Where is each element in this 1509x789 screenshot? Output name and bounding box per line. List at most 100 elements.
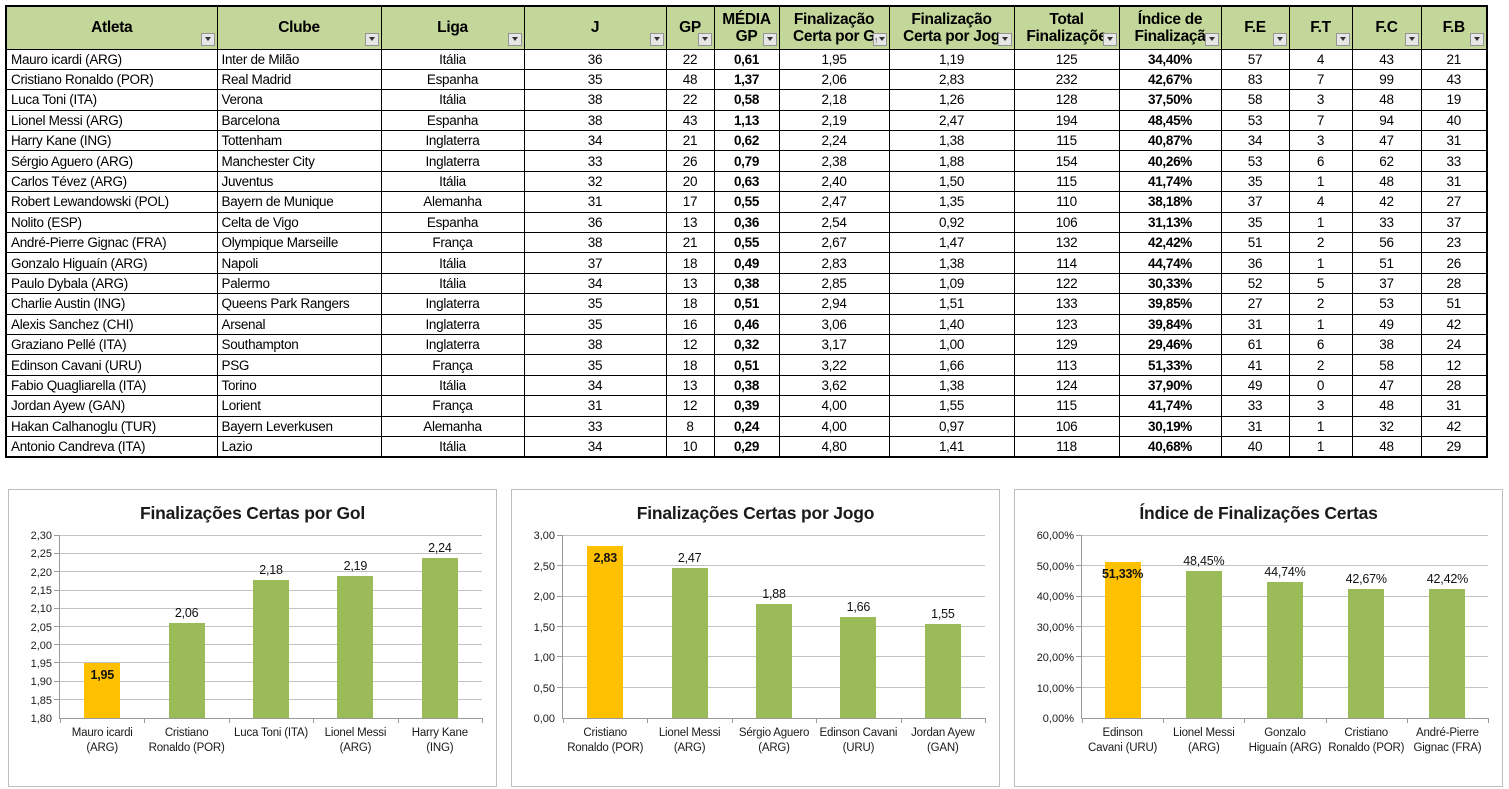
cell-atleta[interactable]: André-Pierre Gignac (FRA): [5, 232, 218, 254]
cell-ft[interactable]: 1: [1288, 170, 1353, 193]
cell-fe[interactable]: 41: [1220, 354, 1290, 376]
cell-fc[interactable]: 37: [1351, 272, 1422, 295]
cell-liga[interactable]: Alemanha: [380, 415, 525, 437]
bar[interactable]: 2,18: [253, 563, 290, 718]
cell-media-gp[interactable]: 0,32: [713, 333, 780, 356]
cell-liga[interactable]: Inglaterra: [380, 150, 525, 172]
cell-fb[interactable]: 42: [1420, 415, 1488, 437]
cell-j[interactable]: 34: [523, 374, 667, 397]
cell-fin-certa-gol[interactable]: 2,24: [778, 130, 890, 152]
cell-liga[interactable]: Itália: [380, 252, 525, 274]
cell-clube[interactable]: Manchester City: [216, 150, 382, 172]
cell-fin-certa-jogo[interactable]: 1,09: [888, 272, 1015, 295]
cell-fc[interactable]: 38: [1351, 333, 1422, 356]
cell-atleta[interactable]: Fabio Quagliarella (ITA): [5, 374, 218, 397]
cell-atleta[interactable]: Cristiano Ronaldo (POR): [5, 68, 218, 91]
cell-liga[interactable]: Espanha: [380, 68, 525, 91]
cell-j[interactable]: 34: [523, 130, 667, 152]
cell-clube[interactable]: Lazio: [216, 435, 382, 458]
cell-indice-fin[interactable]: 34,40%: [1118, 48, 1222, 70]
cell-fb[interactable]: 28: [1420, 374, 1488, 397]
cell-gp[interactable]: 21: [665, 130, 715, 152]
cell-ft[interactable]: 3: [1288, 395, 1353, 417]
cell-fc[interactable]: 33: [1351, 211, 1422, 234]
bar[interactable]: 51,33%: [1102, 562, 1143, 718]
cell-ft[interactable]: 1: [1288, 211, 1353, 234]
bar[interactable]: 2,83: [587, 546, 624, 718]
cell-fb[interactable]: 29: [1420, 435, 1488, 458]
cell-fe[interactable]: 40: [1220, 435, 1290, 458]
cell-fin-certa-jogo[interactable]: 1,50: [888, 170, 1015, 193]
cell-gp[interactable]: 43: [665, 109, 715, 132]
cell-fin-certa-gol[interactable]: 3,22: [778, 354, 890, 376]
cell-indice-fin[interactable]: 29,46%: [1118, 333, 1222, 356]
cell-atleta[interactable]: Antonio Candreva (ITA): [5, 435, 218, 458]
cell-indice-fin[interactable]: 42,67%: [1118, 68, 1222, 91]
cell-gp[interactable]: 18: [665, 354, 715, 376]
cell-ft[interactable]: 3: [1288, 89, 1353, 111]
cell-fin-certa-gol[interactable]: 2,94: [778, 293, 890, 315]
cell-clube[interactable]: Southampton: [216, 333, 382, 356]
cell-fin-certa-jogo[interactable]: 1,51: [888, 293, 1015, 315]
cell-total-fin[interactable]: 129: [1013, 333, 1120, 356]
cell-liga[interactable]: Inglaterra: [380, 293, 525, 315]
cell-total-fin[interactable]: 132: [1013, 232, 1120, 254]
cell-media-gp[interactable]: 0,29: [713, 435, 780, 458]
cell-clube[interactable]: Napoli: [216, 252, 382, 274]
cell-fin-certa-gol[interactable]: 4,00: [778, 395, 890, 417]
cell-media-gp[interactable]: 0,51: [713, 293, 780, 315]
cell-gp[interactable]: 21: [665, 232, 715, 254]
cell-media-gp[interactable]: 0,51: [713, 354, 780, 376]
cell-total-fin[interactable]: 232: [1013, 68, 1120, 91]
cell-indice-fin[interactable]: 39,85%: [1118, 293, 1222, 315]
cell-total-fin[interactable]: 124: [1013, 374, 1120, 397]
bar[interactable]: 2,24: [421, 541, 458, 718]
cell-liga[interactable]: França: [380, 232, 525, 254]
cell-fin-certa-jogo[interactable]: 1,55: [888, 395, 1015, 417]
cell-atleta[interactable]: Lionel Messi (ARG): [5, 109, 218, 132]
bar[interactable]: 1,95: [84, 663, 121, 718]
cell-liga[interactable]: Itália: [380, 170, 525, 193]
chart-1[interactable]: Finalizações Certas por Gol 1,80 1,85 1,90…: [8, 489, 497, 787]
cell-indice-fin[interactable]: 30,33%: [1118, 272, 1222, 295]
filter-button-atleta[interactable]: [200, 32, 215, 46]
cell-fin-certa-jogo[interactable]: 1,47: [888, 232, 1015, 254]
cell-fe[interactable]: 51: [1220, 232, 1290, 254]
cell-clube[interactable]: Bayern Leverkusen: [216, 415, 382, 437]
cell-fe[interactable]: 83: [1220, 68, 1290, 91]
cell-j[interactable]: 38: [523, 232, 667, 254]
cell-fin-certa-jogo[interactable]: 0,92: [888, 211, 1015, 234]
cell-gp[interactable]: 13: [665, 272, 715, 295]
bar[interactable]: 42,42%: [1427, 572, 1468, 718]
cell-fin-certa-gol[interactable]: 2,54: [778, 211, 890, 234]
cell-gp[interactable]: 22: [665, 89, 715, 111]
filter-button-gp[interactable]: [697, 32, 712, 46]
cell-fin-certa-jogo[interactable]: 1,38: [888, 252, 1015, 274]
filter-button-fin-certa-jogo[interactable]: [997, 32, 1012, 46]
cell-liga[interactable]: Itália: [380, 435, 525, 458]
cell-fb[interactable]: 26: [1420, 252, 1488, 274]
cell-media-gp[interactable]: 0,79: [713, 150, 780, 172]
cell-total-fin[interactable]: 123: [1013, 313, 1120, 335]
cell-liga[interactable]: França: [380, 354, 525, 376]
cell-liga[interactable]: Espanha: [380, 109, 525, 132]
cell-fb[interactable]: 31: [1420, 130, 1488, 152]
cell-fb[interactable]: 42: [1420, 313, 1488, 335]
cell-fb[interactable]: 24: [1420, 333, 1488, 356]
cell-ft[interactable]: 3: [1288, 130, 1353, 152]
cell-indice-fin[interactable]: 48,45%: [1118, 109, 1222, 132]
cell-media-gp[interactable]: 1,13: [713, 109, 780, 132]
cell-j[interactable]: 34: [523, 435, 667, 458]
cell-media-gp[interactable]: 0,38: [713, 374, 780, 397]
cell-atleta[interactable]: Robert Lewandowski (POL): [5, 191, 218, 213]
bar[interactable]: 2,19: [337, 559, 374, 718]
cell-j[interactable]: 31: [523, 191, 667, 213]
cell-atleta[interactable]: Graziano Pellé (ITA): [5, 333, 218, 356]
filter-button-fb[interactable]: [1470, 32, 1484, 46]
cell-total-fin[interactable]: 106: [1013, 415, 1120, 437]
bar[interactable]: 2,47: [671, 551, 708, 718]
cell-ft[interactable]: 1: [1288, 252, 1353, 274]
cell-atleta[interactable]: Hakan Calhanoglu (TUR): [5, 415, 218, 437]
cell-fin-certa-gol[interactable]: 3,62: [778, 374, 890, 397]
cell-fc[interactable]: 62: [1351, 150, 1422, 172]
